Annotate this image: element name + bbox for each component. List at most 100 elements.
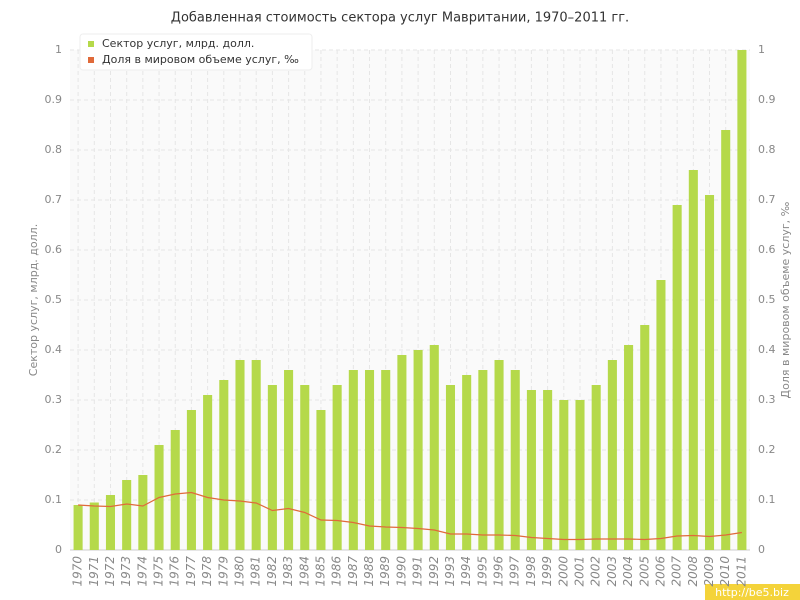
bar <box>397 355 407 550</box>
x-tick-label: 1985 <box>313 556 327 587</box>
bar <box>429 345 439 550</box>
y-tick-label: 0.6 <box>45 243 63 256</box>
x-tick-label: 2007 <box>670 556 684 587</box>
bar <box>559 400 569 550</box>
x-tick-label: 1979 <box>216 556 230 587</box>
bar <box>219 380 229 550</box>
bar <box>672 205 682 550</box>
y2-tick-label: 0.9 <box>758 93 776 106</box>
bar <box>721 130 731 550</box>
bar <box>122 480 132 550</box>
y-tick-label: 0.2 <box>45 443 63 456</box>
x-tick-label: 2011 <box>734 556 748 587</box>
y-tick-label: 0.9 <box>45 93 63 106</box>
watermark-bg <box>705 584 800 600</box>
y2-tick-label: 0 <box>758 543 765 556</box>
x-tick-label: 1976 <box>168 556 182 587</box>
y-tick-label: 0.7 <box>45 193 63 206</box>
x-tick-label: 2008 <box>686 556 700 587</box>
y2-tick-label: 0.4 <box>758 343 776 356</box>
x-tick-label: 2009 <box>702 556 716 587</box>
bar <box>478 370 488 550</box>
x-tick-label: 2002 <box>589 556 603 587</box>
bar <box>170 430 180 550</box>
bar <box>510 370 520 550</box>
y-axis-title: Сектор услуг, млрд. долл. <box>27 224 40 376</box>
x-tick-label: 1983 <box>281 556 295 587</box>
y-tick-label: 1 <box>55 43 62 56</box>
legend: Сектор услуг, млрд. долл. Доля в мировом … <box>79 33 313 71</box>
bar <box>591 385 601 550</box>
x-tick-label: 1971 <box>87 556 101 587</box>
x-tick-label: 1989 <box>378 556 392 587</box>
bar <box>186 410 196 550</box>
x-tick-label: 1984 <box>297 556 311 587</box>
x-tick-label: 1994 <box>459 556 473 587</box>
bar <box>381 370 391 550</box>
bar <box>737 50 747 550</box>
x-tick-label: 1995 <box>475 556 489 587</box>
legend-label: Доля в мировом объеме услуг, ‰ <box>102 53 299 66</box>
x-tick-label: 1974 <box>135 556 149 587</box>
x-tick-label: 2006 <box>653 556 667 587</box>
bar <box>624 345 634 550</box>
x-tick-label: 2010 <box>718 556 732 587</box>
x-tick-label: 1973 <box>119 556 133 587</box>
x-tick-label: 2001 <box>573 556 587 587</box>
bar <box>105 495 116 550</box>
bar <box>413 350 423 550</box>
y-tick-label: 0.5 <box>45 293 63 306</box>
x-tick-label: 1990 <box>394 556 408 587</box>
bar <box>251 360 261 550</box>
y-tick-label: 0 <box>55 543 62 556</box>
y2-tick-label: 1 <box>758 43 765 56</box>
x-tick-label: 2003 <box>605 556 619 587</box>
y-tick-label: 0.1 <box>45 493 63 506</box>
bar <box>607 360 617 550</box>
bar <box>364 370 375 550</box>
bar <box>688 170 698 550</box>
x-tick-label: 2004 <box>621 556 635 587</box>
x-tick-label: 1996 <box>492 556 506 587</box>
y2-tick-label: 0.8 <box>758 143 776 156</box>
legend-swatch <box>88 41 94 47</box>
y-tick-label: 0.8 <box>45 143 63 156</box>
x-tick-label: 1997 <box>508 556 522 587</box>
y2-tick-label: 0.6 <box>758 243 776 256</box>
bar <box>445 385 456 550</box>
chart-title: Добавленная стоимость сектора услуг Мавр… <box>171 11 629 26</box>
x-tick-label: 1993 <box>443 556 457 587</box>
bar <box>543 390 553 550</box>
bar <box>332 385 342 550</box>
bar <box>138 475 148 550</box>
y2-tick-label: 0.1 <box>758 493 776 506</box>
line <box>78 491 742 541</box>
bar <box>494 360 504 550</box>
x-tick-label: 1992 <box>427 556 441 587</box>
x-tick-label: 1999 <box>540 556 554 587</box>
bar <box>235 360 245 550</box>
y2-tick-label: 0.3 <box>758 393 776 406</box>
x-tick-label: 1972 <box>103 556 117 587</box>
y2-tick-label: 0.2 <box>758 443 776 456</box>
x-tick-label: 1978 <box>200 556 214 587</box>
bar <box>656 280 666 550</box>
x-tick-label: 1988 <box>362 556 376 587</box>
y2-tick-label: 0.5 <box>758 293 776 306</box>
legend-swatch <box>88 57 94 63</box>
x-tick-label: 1975 <box>152 556 166 587</box>
x-tick-label: 1982 <box>265 556 279 587</box>
bar <box>73 505 83 550</box>
legend-label: Сектор услуг, млрд. долл. <box>102 37 254 50</box>
bar <box>300 385 310 550</box>
x-tick-label: 1987 <box>346 556 360 587</box>
bar <box>203 395 213 550</box>
y-tick-label: 0.4 <box>45 343 63 356</box>
x-tick-label: 1977 <box>184 556 198 587</box>
bar <box>267 385 277 550</box>
x-tick-label: 1991 <box>411 556 425 587</box>
bar <box>640 325 650 550</box>
legend-box <box>79 33 313 71</box>
bar <box>704 195 715 550</box>
